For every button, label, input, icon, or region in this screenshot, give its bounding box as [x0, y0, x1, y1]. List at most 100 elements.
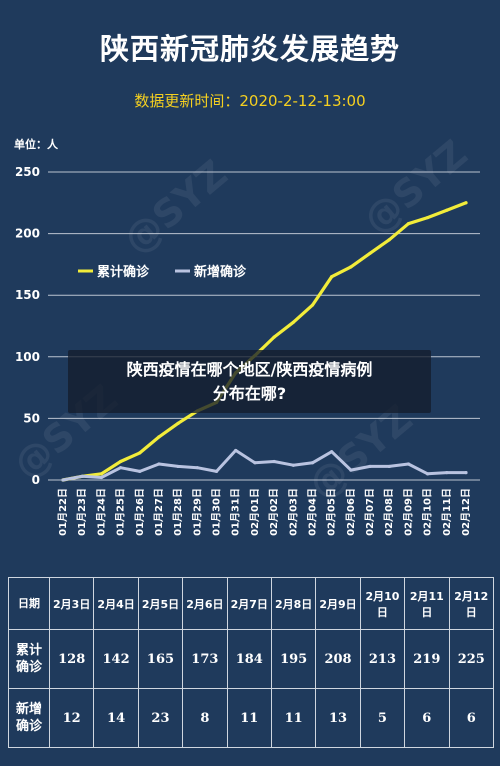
cumulative-line — [61, 201, 468, 482]
table-cell-new: 11 — [270, 688, 317, 748]
table-cell-cumulative: 195 — [270, 629, 317, 689]
new-line-point — [445, 471, 449, 475]
new-line-point — [214, 469, 219, 473]
new-line — [61, 448, 468, 482]
x-tick-label: 01月31日 — [230, 488, 242, 536]
cumulative-line-point — [368, 251, 372, 255]
x-tick-label: 01月24日 — [95, 488, 107, 536]
new-line-point — [253, 461, 257, 465]
new-line-point — [330, 450, 334, 454]
x-tick-label: 01月30日 — [211, 488, 223, 536]
table-cell-new: 11 — [226, 688, 272, 748]
update-time: 数据更新时间：2020-2-12-13:00 — [134, 92, 366, 110]
chart-title: 陕西新冠肺炎发展趋势 — [99, 32, 400, 66]
x-tick-label: 01月29日 — [191, 488, 203, 536]
new-line-point — [464, 471, 468, 475]
y-tick-label: 0 — [32, 473, 40, 487]
cumulative-line-point — [118, 459, 123, 464]
cumulative-line-point — [176, 421, 180, 425]
table-header-new: 新增确诊 — [8, 688, 50, 748]
new-line-point — [99, 475, 103, 480]
new-line-point — [387, 464, 391, 469]
x-tick-label: 02月07日 — [364, 488, 376, 536]
caption-line-1: 陕西疫情在哪个地区/陕西疫情病例 — [126, 359, 373, 379]
cumulative-line-point — [445, 208, 449, 212]
table-cell-cumulative: 128 — [48, 629, 95, 689]
new-line-point — [426, 472, 430, 476]
x-tick-label: 02月08日 — [383, 488, 395, 536]
table-cell-new: 12 — [48, 688, 95, 748]
caption-overlay: 陕西疫情在哪个地区/陕西疫情病例 分布在哪? — [68, 350, 431, 413]
table-row-cumulative: 累计确诊 128 142 165 173 184 195 208 213 219… — [8, 629, 495, 689]
cumulative-line-point — [464, 201, 468, 205]
table-cell-new: 23 — [137, 688, 184, 748]
table-cell-cumulative: 165 — [137, 629, 184, 689]
x-tick-label: 02月06日 — [345, 488, 357, 536]
cumulative-line-point — [330, 275, 334, 279]
new-line-point — [80, 474, 84, 478]
cumulative-line-point — [291, 320, 295, 324]
x-tick-label: 02月04日 — [306, 488, 318, 536]
new-line-point — [349, 468, 353, 472]
new-line-point — [234, 448, 238, 453]
table-header-cumulative: 累计确诊 — [8, 629, 50, 689]
legend-label: 累计确诊 — [97, 264, 150, 280]
table-cell-date: 2月6日 — [182, 577, 228, 630]
table-cell-date: 2月4日 — [93, 577, 139, 630]
cumulative-line-point — [426, 215, 430, 220]
x-tick-label: 01月27日 — [153, 488, 165, 536]
cumulative-line-point — [387, 238, 391, 242]
table-cell-cumulative: 225 — [448, 629, 495, 689]
table-row-new: 新增确诊 12 14 23 8 11 11 13 5 6 6 — [8, 688, 495, 748]
new-line-point — [157, 462, 161, 466]
x-tick-label: 02月10日 — [422, 488, 434, 536]
x-tick-label: 01月28日 — [172, 488, 184, 536]
new-line-point — [118, 466, 123, 470]
x-tick-label: 01月25日 — [115, 488, 127, 536]
table-cell-date: 2月5日 — [137, 577, 184, 630]
table-cell-new: 6 — [404, 688, 450, 748]
cumulative-line-point — [157, 435, 161, 439]
legend-label: 新增确诊 — [194, 264, 247, 280]
new-line-point — [176, 464, 180, 469]
caption-line-2: 分布在哪? — [212, 383, 287, 403]
table-cell-date: 2月12日 — [448, 577, 495, 630]
data-table: 日期 2月3日 2月4日 2月5日 2月6日 2月7日 2月8日 2月9日 2月… — [8, 577, 495, 748]
table-cell-new: 13 — [315, 688, 361, 748]
new-line-point — [138, 469, 142, 473]
table-cell-date: 2月3日 — [48, 577, 95, 630]
table-cell-new: 6 — [448, 688, 495, 748]
table-cell-cumulative: 219 — [404, 629, 450, 689]
new-line-point — [195, 466, 199, 470]
y-tick-label: 150 — [15, 288, 40, 302]
x-tick-label: 01月22日 — [57, 488, 69, 536]
x-tick-label: 02月01日 — [249, 488, 261, 536]
table-header-date: 日期 — [8, 577, 50, 630]
table-cell-date: 2月11日 — [404, 577, 450, 630]
header-text: 新增确诊 — [15, 702, 42, 734]
cumulative-line-point — [99, 472, 103, 476]
y-tick-label: 100 — [15, 350, 40, 364]
cumulative-line-point — [310, 303, 315, 307]
new-line-point — [368, 464, 372, 469]
unit-label: 单位：人 — [14, 138, 58, 151]
table-cell-new: 14 — [93, 688, 139, 748]
table-cell-cumulative: 213 — [359, 629, 406, 689]
cumulative-line-point — [349, 265, 353, 269]
line-chart: 0 50 100 150 200 250 01月22日 01月23日 01月24日 01月25日 0… — [15, 165, 480, 536]
x-tick-label: 01月23日 — [76, 488, 88, 536]
y-tick-label: 50 — [23, 411, 40, 425]
cumulative-line-point — [272, 335, 276, 339]
table-cell-cumulative: 184 — [226, 629, 272, 689]
x-tick-label: 02月03日 — [287, 488, 299, 536]
x-tick-label: 02月09日 — [402, 488, 414, 536]
cumulative-line-point — [138, 451, 142, 455]
x-tick-label: 02月02日 — [268, 488, 280, 536]
table-cell-date: 2月9日 — [315, 577, 361, 630]
x-tick-label: 01月26日 — [134, 488, 146, 536]
table-row-dates: 日期 2月3日 2月4日 2月5日 2月6日 2月7日 2月8日 2月9日 2月… — [8, 577, 495, 630]
new-line-point — [310, 461, 315, 465]
cumulative-line-point — [406, 222, 411, 226]
table-cell-new: 5 — [359, 688, 406, 748]
table-cell-date: 2月10日 — [359, 577, 406, 630]
